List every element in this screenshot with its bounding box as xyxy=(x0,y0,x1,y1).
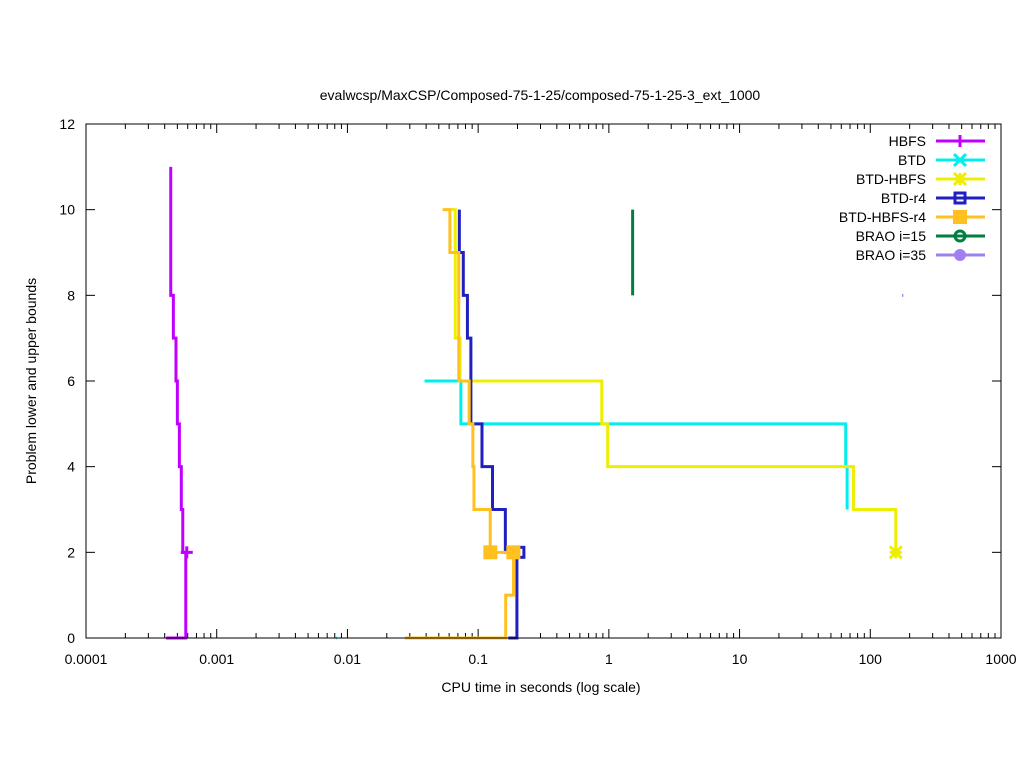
legend-label-btd-hbfs: BTD-HBFS xyxy=(856,171,926,187)
x-tick-label: 0.1 xyxy=(468,651,488,667)
legend-label-btd-hbfs-r4: BTD-HBFS-r4 xyxy=(839,209,926,225)
plot-frame xyxy=(85,123,1002,639)
x-tick-label: 10 xyxy=(732,651,748,667)
legend-marker-btd xyxy=(952,152,968,168)
chart-title: evalwcsp/MaxCSP/Composed-75-1-25/compose… xyxy=(320,87,761,103)
y-tick-label: 4 xyxy=(67,459,75,475)
y-tick-label: 0 xyxy=(67,630,75,646)
series-line-btd-hbfs-r4 xyxy=(404,208,516,640)
series-line-btd xyxy=(424,379,849,510)
x-tick-label: 0.001 xyxy=(199,651,234,667)
legend: HBFS BTD BTD-HBFS BTD-r4 BTD-HBFS-r4 BRAO i=1… xyxy=(839,133,985,263)
series-layer xyxy=(166,166,904,640)
data-point-btd-hbfs xyxy=(888,545,903,560)
series-hbfs xyxy=(166,166,193,640)
series-line-hbfs xyxy=(166,166,188,640)
series-line-btd-hbfs xyxy=(449,208,898,553)
x-tick-label: 0.0001 xyxy=(65,651,108,667)
data-point-hbfs xyxy=(180,546,193,559)
legend-marker-hbfs xyxy=(954,135,966,147)
legend-label-brao-i-15: BRAO i=15 xyxy=(856,228,927,244)
series-btd-hbfs-r4 xyxy=(404,208,521,640)
x-tick-label: 100 xyxy=(859,651,883,667)
series-btd-hbfs xyxy=(449,208,903,560)
x-tick-label: 1000 xyxy=(985,651,1016,667)
y-axis-label: Problem lower and upper bounds xyxy=(23,278,39,484)
series-btd xyxy=(336,379,849,640)
y-tick-label: 8 xyxy=(67,287,75,303)
legend-marker-brao-i-35 xyxy=(954,249,966,261)
legend-label-btd: BTD xyxy=(898,152,926,168)
x-tick-label: 0.01 xyxy=(334,651,361,667)
legend-label-brao-i-35: BRAO i=35 xyxy=(856,247,927,263)
legend-label-btd-r4: BTD-r4 xyxy=(881,190,926,206)
legend-label-hbfs: HBFS xyxy=(889,133,926,149)
data-point-btd-hbfs-r4 xyxy=(506,545,521,560)
legend-marker-btd-hbfs-r4 xyxy=(953,210,967,224)
axes: 0.0001 0.001 0.01 0.1 1 10 100 1000 0 2 4 6 8 10 12 xyxy=(59,116,1016,667)
legend-marker-brao-i-15 xyxy=(953,229,967,243)
y-tick-label: 10 xyxy=(59,202,75,218)
legend-marker-btd-hbfs xyxy=(952,171,968,187)
x-tick-label: 1 xyxy=(605,651,613,667)
x-axis-label: CPU time in seconds (log scale) xyxy=(441,679,640,695)
legend-marker-btd-r4 xyxy=(953,191,967,205)
y-tick-label: 2 xyxy=(67,544,75,560)
data-point-btd-hbfs-r4 xyxy=(483,545,498,560)
y-tick-label: 12 xyxy=(59,116,75,132)
y-tick-label: 6 xyxy=(67,373,75,389)
